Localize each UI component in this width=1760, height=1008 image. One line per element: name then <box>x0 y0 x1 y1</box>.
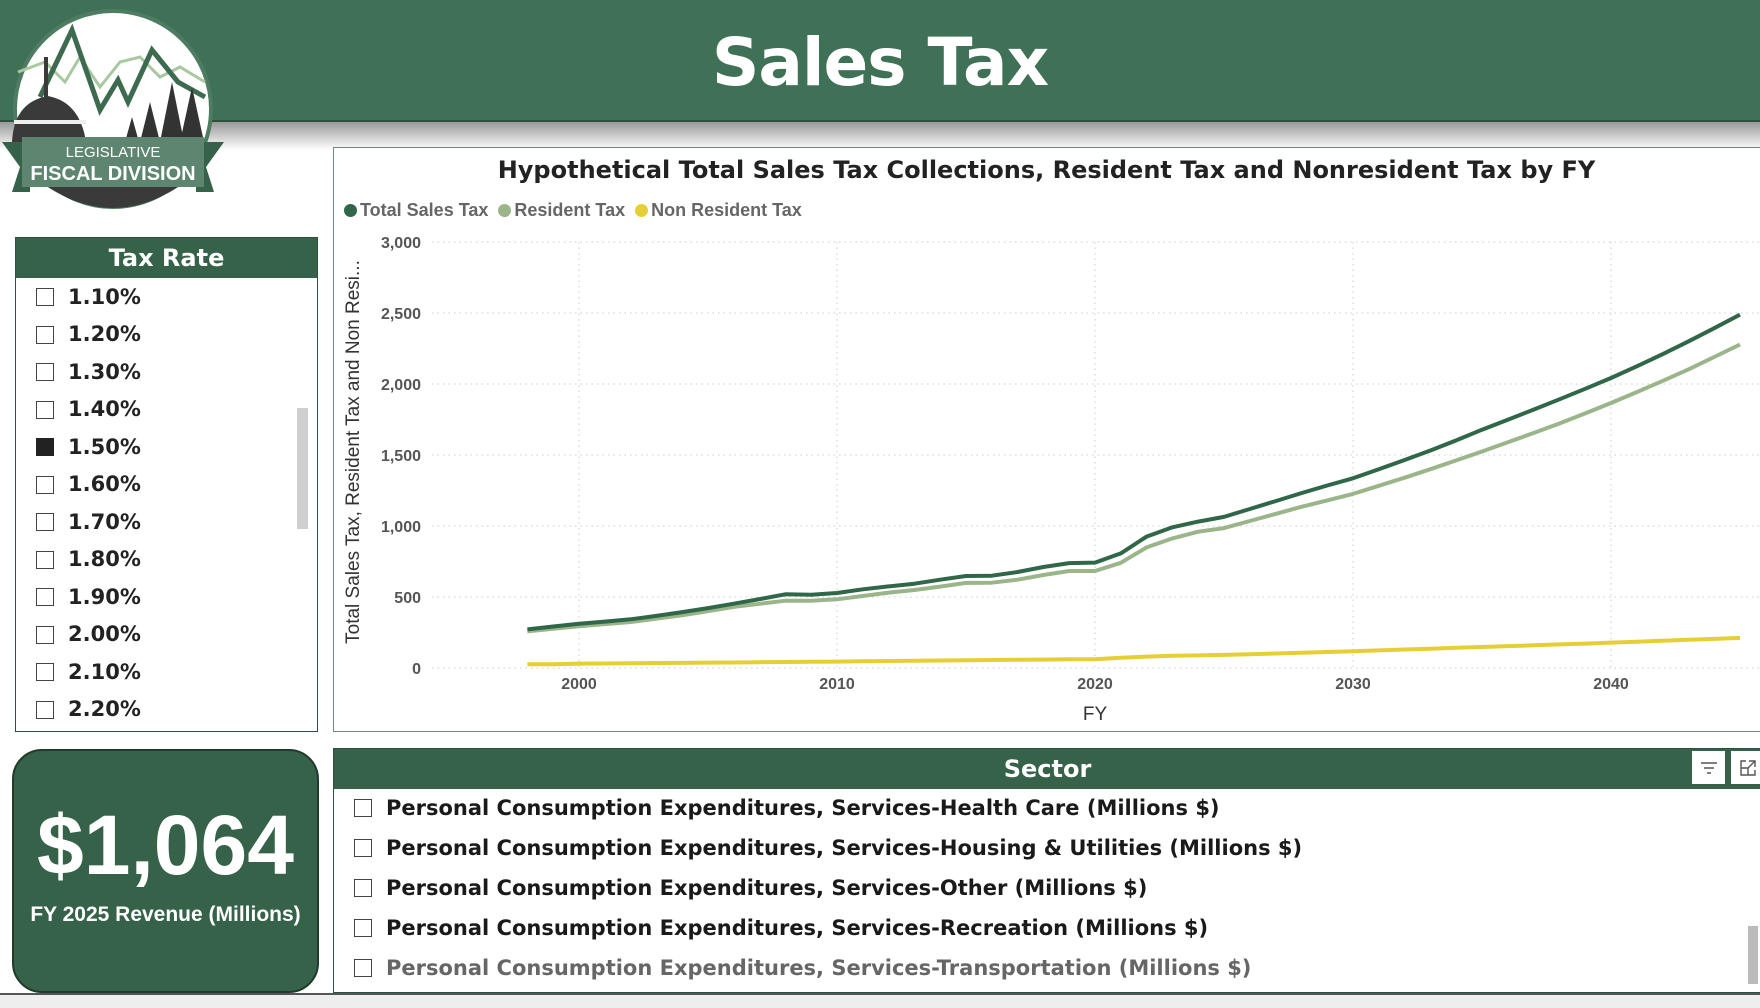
page-title: Sales Tax <box>711 24 1049 101</box>
tax-rate-option[interactable]: 2.20% <box>36 695 141 725</box>
sector-option[interactable]: Personal Consumption Expenditures, Servi… <box>354 792 1220 824</box>
legislative-fiscal-division-logo: LEGISLATIVE FISCAL DIVISION <box>2 9 224 209</box>
tax-rate-option[interactable]: 1.60% <box>36 470 141 500</box>
tax-rate-option[interactable]: 1.80% <box>36 545 141 575</box>
filter-icon <box>1700 761 1717 774</box>
checkbox[interactable] <box>36 513 54 531</box>
checkbox[interactable] <box>354 799 372 817</box>
tax-rate-option[interactable]: 2.00% <box>36 620 141 650</box>
tax-rate-label: 2.10% <box>68 659 141 684</box>
tax-rate-label: 1.90% <box>68 584 141 609</box>
revenue-card: $1,064 FY 2025 Revenue (Millions) <box>12 749 319 993</box>
checkbox[interactable] <box>354 839 372 857</box>
checkbox[interactable] <box>354 879 372 897</box>
legend-dot-icon <box>635 204 649 217</box>
tax-rate-scrollbar[interactable] <box>297 408 308 529</box>
checkbox[interactable] <box>36 700 54 719</box>
focus-mode-button[interactable] <box>1731 751 1760 784</box>
series-line-non-resident-tax[interactable] <box>527 635 1741 667</box>
x-axis-label: FY <box>1083 704 1108 725</box>
tax-rate-label: 1.80% <box>68 547 141 571</box>
x-tick-label: 2010 <box>819 676 855 693</box>
sector-scrollbar[interactable] <box>1748 926 1758 984</box>
sector-option[interactable]: Personal Consumption Expenditures, Servi… <box>354 952 1251 984</box>
checkbox[interactable] <box>36 550 54 569</box>
tax-rate-option[interactable]: 1.30% <box>36 357 141 387</box>
legend-dot-icon <box>344 204 357 217</box>
checkbox[interactable] <box>36 438 54 456</box>
x-tick-label: 2020 <box>1077 676 1113 693</box>
y-tick-label: 500 <box>394 590 421 607</box>
y-tick-label: 0 <box>412 661 421 678</box>
checkbox[interactable] <box>36 663 54 681</box>
chart-legend: Total Sales Tax Resident Tax Non Residen… <box>344 200 802 221</box>
header-shadow <box>0 122 1760 150</box>
sector-label: Personal Consumption Expenditures, Servi… <box>386 955 1252 980</box>
y-tick-label: 3,000 <box>381 235 421 252</box>
header-bar <box>0 0 1760 122</box>
revenue-value: $1,064 <box>37 798 294 892</box>
series-line-total-sales-tax[interactable] <box>527 312 1741 632</box>
tax-rate-label: 1.30% <box>68 359 141 384</box>
checkbox[interactable] <box>354 959 372 977</box>
footer-bar <box>0 993 1760 1008</box>
checkbox[interactable] <box>36 363 54 381</box>
sector-slicer: Sector Personal Consumption Expenditures… <box>333 748 1760 993</box>
y-tick-label: 2,000 <box>381 377 421 394</box>
legend-item-nonresident[interactable]: Non Resident Tax <box>635 200 802 221</box>
sales-tax-chart-panel: Hypothetical Total Sales Tax Collections… <box>333 147 1760 732</box>
tax-rate-option[interactable]: 1.50% <box>36 432 141 462</box>
sector-option[interactable]: Personal Consumption Expenditures, Servi… <box>354 872 1147 904</box>
checkbox[interactable] <box>36 400 54 419</box>
checkbox[interactable] <box>36 325 54 344</box>
checkbox[interactable] <box>36 588 54 606</box>
filter-button[interactable] <box>1692 751 1725 784</box>
tax-rate-label: 2.00% <box>68 622 141 646</box>
sector-label: Personal Consumption Expenditures, Servi… <box>386 795 1220 820</box>
x-tick-label: 2030 <box>1335 676 1371 693</box>
sector-label: Personal Consumption Expenditures, Servi… <box>386 835 1303 860</box>
tax-rate-option[interactable]: 1.90% <box>36 582 141 612</box>
y-tick-label: 1,000 <box>381 519 421 536</box>
tax-rate-option[interactable]: 1.40% <box>36 395 141 425</box>
svg-text:LEGISLATIVE: LEGISLATIVE <box>66 144 161 161</box>
tax-rate-label: 1.40% <box>68 397 141 421</box>
svg-text:FISCAL DIVISION: FISCAL DIVISION <box>30 163 195 185</box>
checkbox[interactable] <box>36 288 54 306</box>
legend-dot-icon <box>498 204 512 217</box>
tax-rate-slicer: Tax Rate 1.10% 1.20% 1.30% 1.40% 1.50% 1.60% 1… <box>15 237 318 732</box>
tax-rate-label: 1.20% <box>68 322 141 346</box>
tax-rate-title: Tax Rate <box>16 238 317 278</box>
x-tick-label: 2040 <box>1593 676 1629 693</box>
x-tick-label: 2000 <box>561 676 597 693</box>
chart-title: Hypothetical Total Sales Tax Collections… <box>497 156 1596 184</box>
line-chart: 0 500 1,000 1,500 2,000 2,500 3,000 2000 2010 202… <box>343 235 1760 725</box>
checkbox[interactable] <box>354 919 372 937</box>
checkbox[interactable] <box>36 475 54 494</box>
checkbox[interactable] <box>36 625 54 644</box>
sector-title: Sector <box>334 749 1760 789</box>
focus-mode-icon <box>1739 759 1756 776</box>
tax-rate-label: 2.20% <box>68 697 141 721</box>
tax-rate-label: 1.60% <box>68 472 141 496</box>
tax-rate-label: 1.50% <box>68 434 141 459</box>
y-axis-label: Total Sales Tax, Resident Tax and Non Re… <box>343 260 364 644</box>
tax-rate-label: 1.10% <box>68 284 141 309</box>
y-tick-label: 2,500 <box>381 306 421 323</box>
revenue-label: FY 2025 Revenue (Millions) <box>30 903 301 926</box>
tax-rate-label: 1.70% <box>68 509 141 534</box>
tax-rate-option[interactable]: 2.10% <box>36 657 141 687</box>
legend-item-total[interactable]: Total Sales Tax <box>344 200 488 221</box>
tax-rate-option[interactable]: 1.20% <box>36 320 141 350</box>
tax-rate-option[interactable]: 1.70% <box>36 507 141 537</box>
sector-label: Personal Consumption Expenditures, Servi… <box>386 915 1209 940</box>
sector-option[interactable]: Personal Consumption Expenditures, Servi… <box>354 832 1302 864</box>
legend-item-resident[interactable]: Resident Tax <box>498 200 625 221</box>
y-tick-label: 1,500 <box>381 448 421 465</box>
series-line-resident-tax[interactable] <box>527 342 1741 634</box>
tax-rate-option[interactable]: 1.10% <box>36 282 141 312</box>
sector-option[interactable]: Personal Consumption Expenditures, Servi… <box>354 912 1208 944</box>
sector-label: Personal Consumption Expenditures, Servi… <box>386 875 1148 900</box>
